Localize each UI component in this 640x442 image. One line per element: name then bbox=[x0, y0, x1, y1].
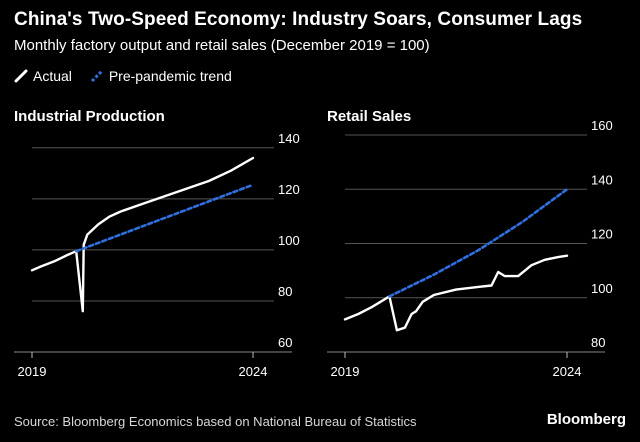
retail-series-pre-pandemic-trend bbox=[388, 188, 569, 298]
retail-y-tick-label: 100 bbox=[591, 281, 613, 296]
industrial-y-tick-label: 120 bbox=[278, 182, 300, 197]
retail-y-tick-label: 80 bbox=[591, 335, 605, 350]
legend: Actual Pre-pandemic trend bbox=[14, 68, 246, 86]
legend-label-trend: Pre-pandemic trend bbox=[108, 68, 232, 84]
retail-y-tick-label: 140 bbox=[591, 172, 613, 187]
chart-title: China's Two-Speed Economy: Industry Soar… bbox=[14, 9, 583, 30]
panel-title-industrial: Industrial Production bbox=[14, 108, 165, 125]
industrial-x-tick-label: 2024 bbox=[239, 364, 268, 379]
source-note: Source: Bloomberg Economics based on Nat… bbox=[14, 414, 417, 429]
industrial-y-tick-label: 80 bbox=[278, 284, 292, 299]
chart-subtitle: Monthly factory output and retail sales … bbox=[14, 37, 430, 54]
industrial-y-tick-label: 140 bbox=[278, 131, 300, 146]
industrial-y-tick-label: 100 bbox=[278, 233, 300, 248]
industrial-series-actual bbox=[30, 156, 255, 313]
brand-logo: Bloomberg bbox=[546, 411, 626, 428]
industrial-y-tick-label: 60 bbox=[278, 335, 292, 350]
industrial-series-pre-pandemic-trend bbox=[74, 183, 255, 253]
retail-x-tick-label: 2019 bbox=[331, 364, 360, 379]
retail-series-actual bbox=[343, 254, 569, 332]
panel-title-retail: Retail Sales bbox=[327, 108, 412, 125]
retail-y-tick-label: 160 bbox=[591, 118, 613, 133]
retail-y-tick-label: 120 bbox=[591, 227, 613, 242]
slash-solid-icon bbox=[14, 69, 28, 83]
legend-label-actual: Actual bbox=[33, 68, 72, 84]
slash-dashed-icon bbox=[90, 69, 103, 83]
legend-item-trend: Pre-pandemic trend bbox=[90, 68, 232, 84]
industrial-x-tick-label: 2019 bbox=[18, 364, 47, 379]
legend-item-actual: Actual bbox=[14, 68, 72, 84]
retail-x-tick-label: 2024 bbox=[553, 364, 582, 379]
